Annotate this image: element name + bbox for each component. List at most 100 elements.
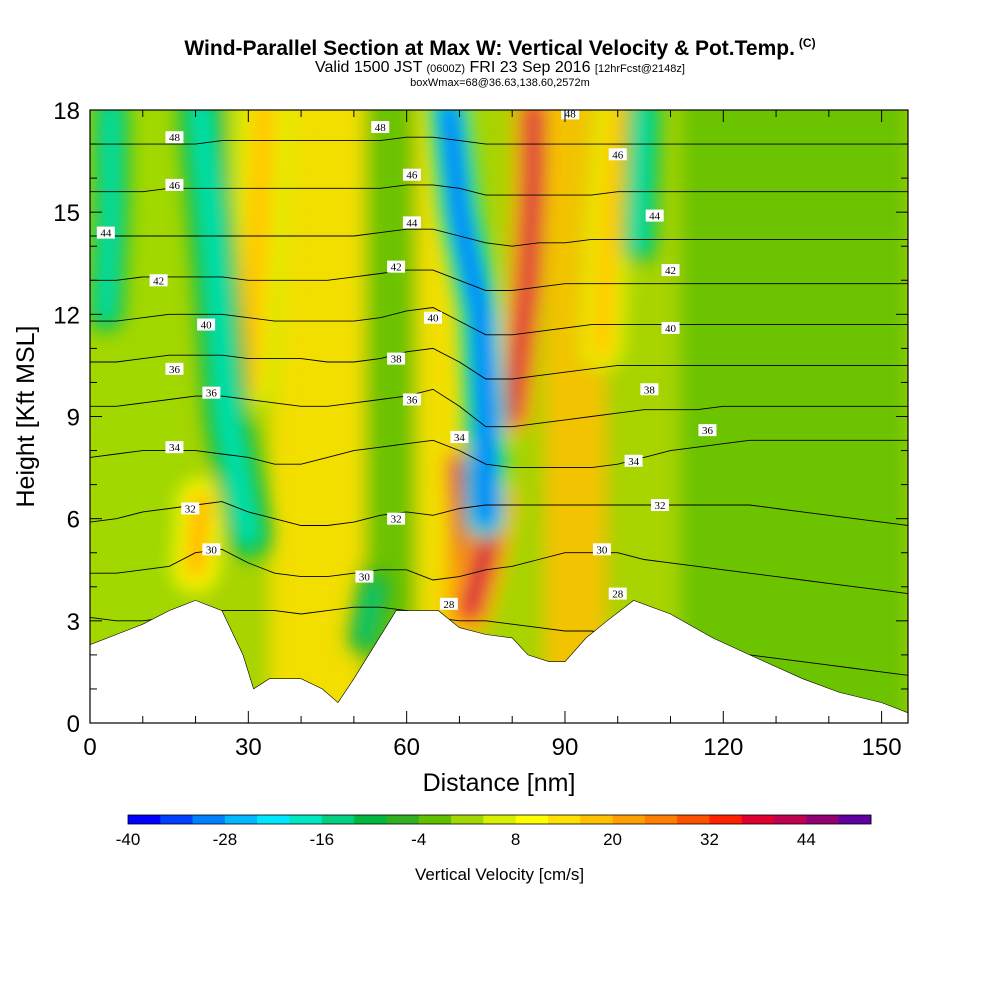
contour-label: 32 <box>391 514 402 526</box>
colorbar-tick-label: -4 <box>411 830 426 849</box>
contour-label-box <box>592 543 611 556</box>
y-tick-label: 12 <box>53 302 80 329</box>
x-tick-label: 120 <box>703 734 743 761</box>
contour-label: 42 <box>153 275 164 287</box>
w-feature-downdraft-core <box>634 110 649 251</box>
contour-label: 34 <box>169 442 181 454</box>
colorbar-tick-label: 20 <box>603 830 622 849</box>
chart-title-flag: (C) <box>798 36 816 50</box>
colorbar-swatch <box>709 815 743 824</box>
contour-label-box <box>608 587 627 600</box>
theta-contour-42 <box>90 269 908 291</box>
colorbar-tick-label: 32 <box>700 830 719 849</box>
contour-label-box <box>165 441 184 454</box>
contour-label-box <box>661 321 680 334</box>
colorbar-swatch <box>418 815 452 824</box>
colorbar-swatch <box>224 815 258 824</box>
x-tick-label: 30 <box>235 734 262 761</box>
w-feature-downdraft-core <box>194 110 255 543</box>
contour-label-box <box>402 216 421 229</box>
colorbar-frame <box>127 814 872 825</box>
contour-label: 32 <box>185 503 196 515</box>
box-info: boxWmax=68@36.63,138.60,2572m <box>410 77 590 89</box>
contour-label-box <box>424 311 443 324</box>
colorbar-swatch <box>386 815 420 824</box>
contour-label: 34 <box>628 456 640 468</box>
contour-label-box <box>439 597 458 610</box>
contour-label-box <box>608 148 627 161</box>
colorbar-swatch <box>644 815 678 824</box>
plot-area: 48 48 48 46 46 46 44 44 44 42 42 42 40 40 40 38 38 36 36 36… <box>90 108 908 723</box>
theta-contour-34 <box>90 439 908 469</box>
contour-label-box <box>165 131 184 144</box>
contour-label: 40 <box>428 313 440 325</box>
colorbar-swatch <box>838 815 872 824</box>
colorbar-swatch <box>321 815 355 824</box>
contour-label: 30 <box>206 544 218 556</box>
theta-contour-30 <box>90 548 908 595</box>
colorbar-swatch <box>128 815 161 824</box>
colorbar: -40 -28 -16 -4 8 20 32 44 Vertical Velocity [cm/… <box>116 814 872 884</box>
theta-contour-32 <box>90 501 908 526</box>
theta-contour-36 <box>90 388 908 428</box>
contour-label-box <box>402 168 421 181</box>
contour-label-box <box>355 570 374 583</box>
terrain <box>90 600 908 723</box>
contour-label: 36 <box>702 425 714 437</box>
contour-label: 46 <box>406 170 418 182</box>
forecast-info: [12hrFcst@2148z] <box>594 63 685 75</box>
theta-contour-48 <box>90 136 908 145</box>
colorbar-swatch <box>741 815 775 824</box>
contour-label-box <box>197 318 216 331</box>
y-tick-label: 6 <box>67 507 80 534</box>
contour-label: 44 <box>406 217 418 229</box>
contour-label-box <box>661 264 680 277</box>
theta-contour-28 <box>90 606 908 676</box>
contour-label: 36 <box>206 388 218 400</box>
field-band <box>681 110 908 723</box>
colorbar-swatch <box>515 815 549 824</box>
colorbar-swatch <box>354 815 387 824</box>
x-tick-label: 150 <box>862 734 902 761</box>
chart-subtitle: Valid 1500 JST (0600Z) FRI 23 Sep 2016 [… <box>0 59 1000 77</box>
contour-label-box <box>371 121 390 134</box>
theta-contour-38 <box>90 347 908 380</box>
x-tick-label: 90 <box>552 734 579 761</box>
contour-label: 36 <box>169 364 181 376</box>
contour-label-box <box>202 386 221 399</box>
colorbar-swatch <box>451 815 484 824</box>
contour-label: 36 <box>406 394 418 406</box>
y-tick-label: 0 <box>67 711 80 738</box>
contour-label: 46 <box>612 149 624 161</box>
contour-label: 44 <box>649 211 661 223</box>
contour-label-box <box>387 352 406 365</box>
w-feature-downdraft-core <box>443 110 492 525</box>
contour-label-box <box>202 543 221 556</box>
colorbar-swatch <box>774 815 807 824</box>
colorbar-tick-label: -40 <box>116 830 141 849</box>
valid-date: FRI 23 Sep 2016 <box>469 59 591 76</box>
contour-label: 30 <box>596 544 608 556</box>
theta-contour-40 <box>90 307 908 336</box>
contour-label: 42 <box>391 262 402 274</box>
w-feature-updraft-core <box>189 495 208 577</box>
contour-label: 40 <box>665 323 677 335</box>
contour-label: 32 <box>654 500 665 512</box>
contour-label-box <box>387 260 406 273</box>
contour-label: 44 <box>100 228 112 240</box>
y-tick-label: 18 <box>53 98 80 125</box>
theta-contour-44 <box>90 228 908 247</box>
contour-label-box <box>698 424 717 437</box>
colorbar-label: Vertical Velocity [cm/s] <box>415 865 584 884</box>
contour-label: 30 <box>359 572 371 584</box>
contour-label: 34 <box>454 432 466 444</box>
contour-label: 48 <box>169 132 181 144</box>
contour-label: 48 <box>565 108 577 120</box>
x-tick-label: 0 <box>83 734 96 761</box>
contour-label: 38 <box>644 384 656 396</box>
contour-label: 28 <box>612 589 624 601</box>
y-axis-label: Height [Kft MSL] <box>12 325 40 507</box>
colorbar-swatch <box>483 815 517 824</box>
y-tick-label: 3 <box>67 609 80 636</box>
